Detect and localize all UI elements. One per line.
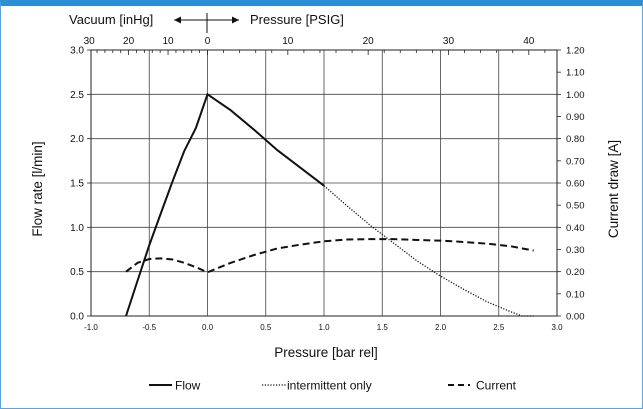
y2-tick-label: 0.10 — [566, 289, 585, 300]
x-tick-label: 2.0 — [435, 323, 447, 332]
top-vacuum-tick-label: 10 — [162, 36, 174, 47]
top-psig-tick-label: 40 — [523, 36, 535, 47]
y2-tick-label: 0.50 — [566, 201, 585, 212]
y2-tick-label: 0.00 — [566, 312, 585, 323]
x-tick-label: 1.0 — [318, 323, 330, 332]
legend: Flow intermittent only Current — [149, 379, 517, 393]
x-tick-label: -1.0 — [84, 323, 98, 332]
y2-tick-label: 0.80 — [566, 134, 585, 145]
x-tick-label: 0.0 — [202, 323, 214, 332]
y2-tick-label: 1.10 — [566, 68, 585, 79]
x-tick-label: 0.5 — [260, 323, 272, 332]
y-axis-title: Flow rate [l/min] — [30, 141, 45, 236]
x-tick-label: -0.5 — [142, 323, 156, 332]
x-axis-title: Pressure [bar rel] — [274, 345, 378, 360]
y-tick-label: 2.0 — [70, 134, 84, 145]
series-line-current — [125, 238, 534, 274]
legend-label-current: Current — [476, 379, 517, 393]
y2-tick-label: 0.30 — [566, 245, 585, 256]
y2-tick-label: 0.70 — [566, 156, 585, 167]
legend-label-intermittent: intermittent only — [287, 379, 372, 393]
legend-label-flow: Flow — [175, 379, 201, 393]
series-line-flow — [125, 92, 325, 317]
y2-tick-label: 0.20 — [566, 267, 585, 278]
top-axis-arrow — [174, 13, 239, 33]
y-tick-label: 1.0 — [70, 223, 84, 234]
top-psig-tick-label: 10 — [282, 36, 294, 47]
x-tick-label: 3.0 — [551, 323, 563, 332]
y-tick-label: 1.5 — [70, 179, 84, 190]
top-axis-vacuum-label: Vacuum [inHg] — [69, 12, 153, 27]
y2-tick-label: 0.40 — [566, 223, 585, 234]
top-vacuum-tick-label: 0 — [205, 36, 211, 47]
y2-tick-label: 0.60 — [566, 179, 585, 190]
grid-lines — [90, 49, 558, 317]
y-tick-label: 2.5 — [70, 90, 84, 101]
x-tick-label: 2.5 — [493, 323, 505, 332]
tick-labels: -1.0 -0.5 0.0 0.5 1.0 1.5 2.0 2.5 3.0 0.0 0.5 1.0 1.… — [70, 36, 584, 332]
series-lines — [125, 92, 534, 317]
axes — [87, 49, 561, 317]
y-tick-label: 3.0 — [70, 46, 84, 57]
y2-tick-label: 1.20 — [566, 46, 585, 57]
legend-item-intermittent: intermittent only — [262, 379, 372, 393]
y-tick-label: 0.0 — [70, 312, 84, 323]
flow-current-chart: -1.0 -0.5 0.0 0.5 1.0 1.5 2.0 2.5 3.0 0.0 0.5 1.0 1.… — [30, 12, 621, 393]
y-tick-label: 0.5 — [70, 267, 84, 278]
top-psig-tick-label: 20 — [363, 36, 375, 47]
top-vacuum-tick-label: 30 — [84, 36, 96, 47]
series-line-intermittent-only — [323, 185, 534, 317]
top-psig-tick-label: 30 — [443, 36, 455, 47]
y2-tick-label: 0.90 — [566, 112, 585, 123]
y2-axis-title: Current draw [A] — [606, 140, 621, 238]
legend-item-current: Current — [448, 379, 517, 393]
y2-tick-label: 1.00 — [566, 90, 585, 101]
top-vacuum-tick-label: 20 — [123, 36, 135, 47]
top-axis-pressure-label: Pressure [PSIG] — [250, 12, 344, 27]
legend-item-flow: Flow — [149, 379, 201, 393]
x-tick-label: 1.5 — [377, 323, 389, 332]
